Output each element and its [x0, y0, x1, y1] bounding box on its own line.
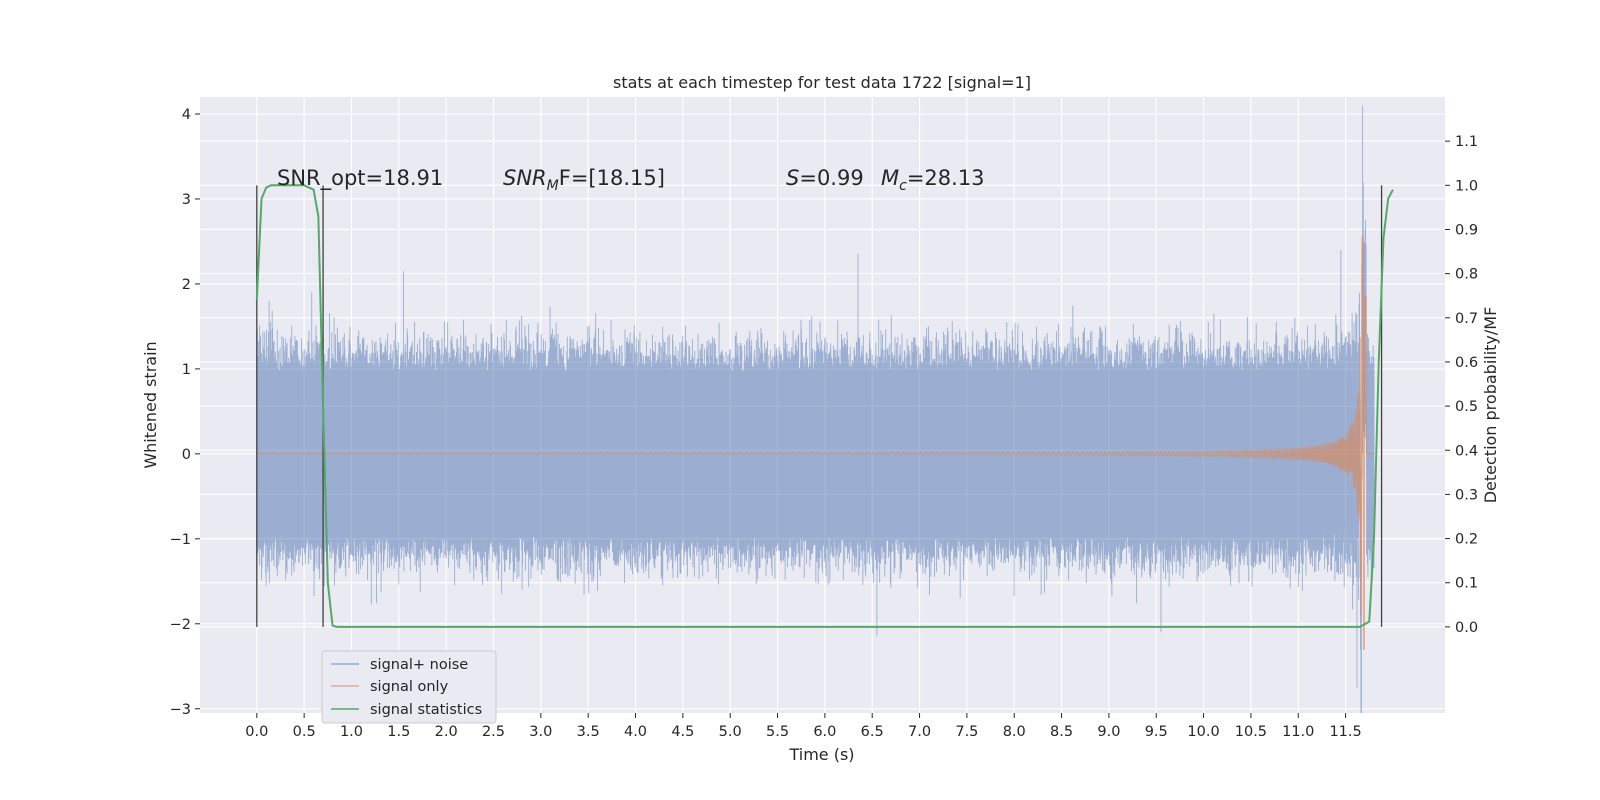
y-right-tick-label: 0.6: [1455, 355, 1478, 371]
snr-mf-value: F=[18.15]: [559, 166, 665, 190]
snr-mf-subscript: M: [547, 178, 559, 194]
y-right-tick-label: 0.3: [1455, 487, 1478, 503]
y-right-tick-label: 1.0: [1455, 178, 1478, 194]
y-right-tick-label: 1.1: [1455, 134, 1478, 150]
axis-ticks: 0.0 0.5 1.0 1.5 2.0 2.5 3.0 3.5 4.0 4.5 5.0 5.5 6.0 6…: [170, 107, 1478, 740]
x-tick-label: 11.0: [1282, 724, 1314, 740]
x-tick-label: 10.0: [1187, 724, 1219, 740]
x-tick-label: 4.5: [671, 724, 694, 740]
x-tick-label: 3.0: [529, 724, 552, 740]
x-tick-label: 9.0: [1097, 724, 1120, 740]
x-tick-label: 1.0: [340, 724, 363, 740]
x-tick-label: 8.5: [1050, 724, 1073, 740]
y-right-tick-label: 0.9: [1455, 222, 1478, 238]
x-axis-label: Time (s): [788, 745, 854, 764]
y-tick-label: 1: [182, 362, 191, 378]
legend-label-signal-only: signal only: [370, 679, 449, 695]
x-tick-label: 7.0: [908, 724, 931, 740]
legend-box: [321, 650, 497, 724]
y-right-tick-label: 0.2: [1455, 532, 1478, 548]
y-tick-label: 0: [182, 447, 191, 463]
series-signal-only: [256, 236, 1374, 650]
x-tick-label: 2.0: [435, 724, 458, 740]
y-tick-label: −1: [170, 532, 191, 548]
annotation-snr-mf: SNRMF=[18.15]: [503, 166, 665, 194]
x-tick-label: 11.5: [1329, 724, 1361, 740]
x-tick-label: 9.5: [1145, 724, 1168, 740]
y-right-tick-label: 0.4: [1455, 443, 1478, 459]
annotation-s: S=0.99: [786, 166, 864, 190]
y-right-tick-label: 0.5: [1455, 399, 1478, 415]
y-right-tick-label: 0.1: [1455, 576, 1478, 592]
s-symbol: S: [786, 166, 799, 190]
x-tick-label: 2.5: [482, 724, 505, 740]
mc-value: =28.13: [907, 166, 985, 190]
x-tick-label: 5.5: [766, 724, 789, 740]
mc-symbol: M: [881, 166, 899, 190]
y-tick-label: 4: [182, 107, 191, 123]
x-tick-label: 5.0: [719, 724, 742, 740]
y-right-tick-label: 0.7: [1455, 311, 1478, 327]
annotation-mc: Mc=28.13: [881, 166, 985, 194]
annotation-snr-opt: SNR_opt=18.91: [277, 166, 443, 191]
plot-series: [255, 105, 1394, 713]
x-tick-label: 6.5: [861, 724, 884, 740]
x-tick-label: 3.5: [577, 724, 600, 740]
legend-label-signal-statistics: signal statistics: [370, 702, 482, 718]
x-tick-label: 1.5: [387, 724, 410, 740]
y-tick-label: 3: [182, 192, 191, 208]
series-signal-statistics: [255, 184, 1394, 628]
x-tick-label: 7.5: [955, 724, 978, 740]
y-tick-label: −2: [170, 617, 191, 633]
s-value: =0.99: [799, 166, 863, 190]
mc-subscript: c: [899, 178, 907, 194]
x-tick-label: 8.0: [1003, 724, 1026, 740]
x-tick-label: 0.5: [293, 724, 316, 740]
x-tick-label: 6.0: [813, 724, 836, 740]
legend: signal+ noise signal only signal statist…: [321, 650, 497, 724]
x-tick-label: 4.0: [624, 724, 647, 740]
chart-title: stats at each timestep for test data 172…: [613, 73, 1031, 92]
y-axis-right-label: Detection probability/MF: [1481, 307, 1500, 504]
y-right-tick-label: 0.8: [1455, 267, 1478, 283]
y-axis-label: Whitened strain: [141, 341, 160, 468]
y-tick-label: 2: [182, 277, 191, 293]
legend-label-signal-noise: signal+ noise: [370, 657, 468, 673]
y-tick-label: −3: [170, 702, 191, 718]
snr-mf-symbol: SNR: [503, 166, 547, 190]
x-tick-label: 0.0: [245, 724, 268, 740]
y-right-tick-label: 0.0: [1455, 620, 1478, 636]
x-tick-label: 10.5: [1235, 724, 1267, 740]
